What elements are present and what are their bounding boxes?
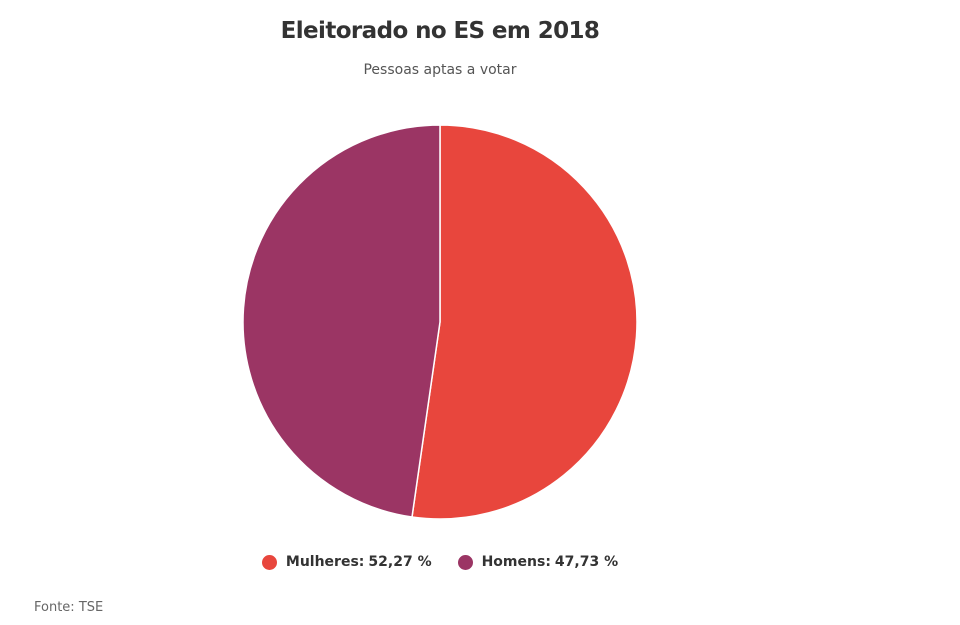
legend-swatch-homens xyxy=(457,554,473,570)
pie-slices xyxy=(242,124,638,520)
legend-item-mulheres[interactable]: Mulheres: 52,27 % xyxy=(261,554,432,570)
pie-slice-mulheres[interactable] xyxy=(411,124,638,520)
legend-label-mulheres: Mulheres xyxy=(285,554,359,570)
legend-value-mulheres: 52,27 % xyxy=(368,554,432,570)
chart-title: Eleitorado no ES em 2018 xyxy=(280,18,600,44)
legend-item-homens[interactable]: Homens: 47,73 % xyxy=(457,554,619,570)
pie-slice-homens[interactable] xyxy=(242,124,441,518)
legend-colon-homens: : xyxy=(545,554,551,570)
chart-subtitle: Pessoas aptas a votar xyxy=(363,62,517,78)
legend-value-homens: 47,73 % xyxy=(554,554,619,570)
source-note: Fonte: TSE xyxy=(34,600,104,615)
legend-swatch-mulheres xyxy=(261,554,277,570)
legend: Mulheres: 52,27 % Homens: 47,73 % xyxy=(0,554,880,570)
legend-label-homens: Homens xyxy=(481,554,546,570)
legend-colon-mulheres: : xyxy=(358,554,365,570)
